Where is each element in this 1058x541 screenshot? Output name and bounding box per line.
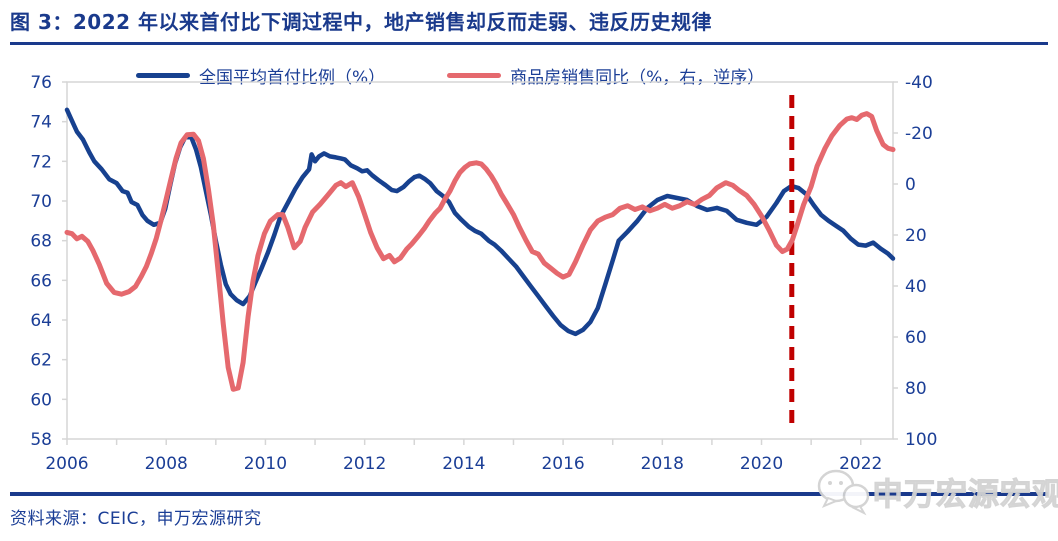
legend-label-sales: 商品房销售同比（%，右，逆序） <box>510 68 765 88</box>
svg-text:62: 62 <box>30 351 52 371</box>
svg-text:80: 80 <box>905 379 927 399</box>
svg-text:-40: -40 <box>905 73 933 93</box>
svg-text:72: 72 <box>30 152 52 172</box>
svg-text:70: 70 <box>30 192 52 212</box>
svg-text:2020: 2020 <box>740 454 783 474</box>
svg-text:58: 58 <box>30 430 52 450</box>
svg-text:66: 66 <box>30 271 52 291</box>
svg-text:64: 64 <box>30 311 52 331</box>
chart-legend: 全国平均首付比例（%） 商品房销售同比（%，右，逆序） <box>136 63 764 88</box>
svg-text:2016: 2016 <box>541 454 584 474</box>
svg-text:2022: 2022 <box>839 454 882 474</box>
svg-text:100: 100 <box>905 430 937 450</box>
svg-text:2018: 2018 <box>641 454 684 474</box>
svg-text:60: 60 <box>905 328 927 348</box>
svg-text:68: 68 <box>30 232 52 252</box>
footer-rule <box>10 492 1048 496</box>
red-line-swatch-icon <box>447 73 502 78</box>
svg-text:2014: 2014 <box>442 454 485 474</box>
svg-text:-20: -20 <box>905 124 933 144</box>
legend-label-downpayment: 全国平均首付比例（%） <box>199 68 386 88</box>
svg-text:0: 0 <box>905 175 916 195</box>
blue-line-swatch-icon <box>136 73 190 78</box>
legend-item-downpayment: 全国平均首付比例（%） <box>136 63 385 88</box>
svg-text:74: 74 <box>30 113 52 133</box>
svg-text:2006: 2006 <box>45 454 88 474</box>
svg-text:40: 40 <box>905 277 927 297</box>
svg-text:76: 76 <box>30 73 52 93</box>
svg-text:2012: 2012 <box>343 454 386 474</box>
svg-text:60: 60 <box>30 390 52 410</box>
source-note: 资料来源：CEIC，申万宏源研究 <box>10 509 262 529</box>
svg-text:20: 20 <box>905 226 927 246</box>
svg-text:2010: 2010 <box>244 454 287 474</box>
svg-text:2008: 2008 <box>145 454 188 474</box>
legend-item-sales: 商品房销售同比（%，右，逆序） <box>447 63 764 88</box>
title-underline <box>10 42 1048 45</box>
figure-title: 图 3：2022 年以来首付比下调过程中，地产销售却反而走弱、违反历史规律 <box>10 10 713 34</box>
